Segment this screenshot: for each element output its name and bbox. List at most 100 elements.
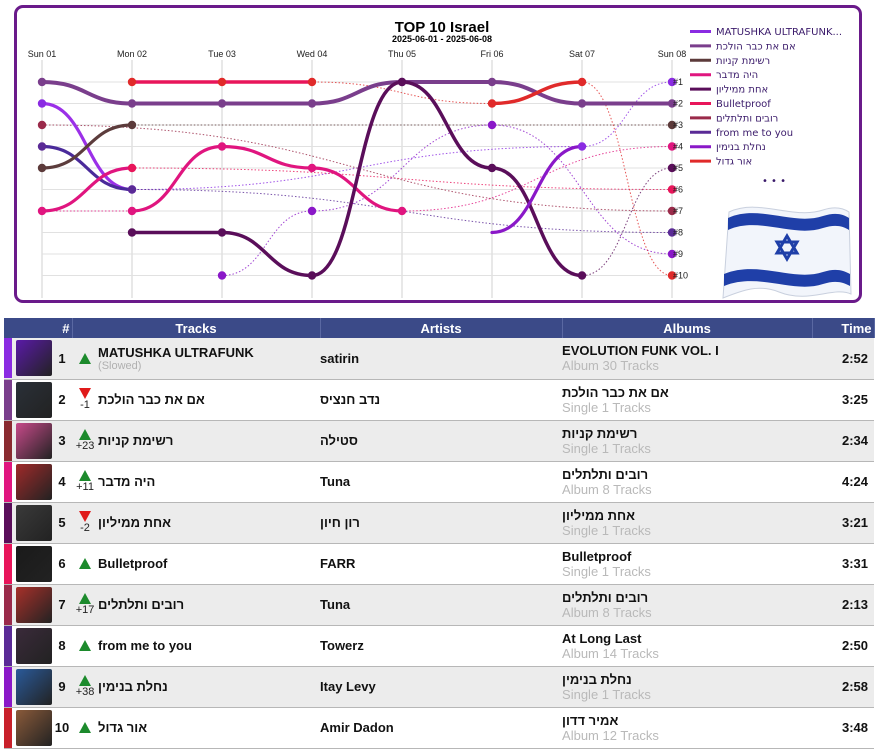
album-cover-image[interactable] (16, 668, 52, 705)
track-title[interactable]: אור גדול (98, 720, 148, 735)
highlighted-series-line (490, 80, 584, 106)
header-time[interactable]: Time (812, 318, 875, 338)
artist-name[interactable]: נדב חנציס (320, 392, 381, 407)
header-tracks[interactable]: Tracks (72, 318, 321, 338)
track-title[interactable]: MATUSHKA ULTRAFUNK (98, 344, 254, 360)
album-cell: EVOLUTION FUNK VOL. I Album 30 Tracks (562, 338, 813, 380)
chart-point (127, 228, 137, 237)
color-strip (4, 584, 12, 624)
album-cover-image[interactable] (16, 586, 52, 623)
album-title[interactable]: רובים ותלתלים (562, 466, 649, 482)
rank-change-value: +38 (75, 686, 95, 698)
album-title[interactable]: אמיר דדון (562, 712, 619, 728)
rank-change: +11 (72, 470, 98, 493)
legend-entry: אם את כבר הולכת (716, 41, 796, 52)
chart-point (217, 228, 227, 237)
artist-name[interactable]: Towerz (320, 638, 364, 653)
artist-cell: Amir Dadon (320, 707, 563, 749)
table-row[interactable]: 10 אור גדול Amir Dadon אמיר דדון Album 12 Tr… (4, 707, 875, 749)
header-albums[interactable]: Albums (562, 318, 813, 338)
highlighted-series-line (40, 166, 134, 213)
album-cover-image[interactable] (16, 545, 52, 582)
album-title[interactable]: אחת ממיליון (562, 507, 635, 523)
track-duration: 3:31 (812, 543, 875, 585)
chart-point (667, 228, 677, 237)
album-cover-image[interactable] (16, 422, 52, 459)
artist-name[interactable]: סטילה (320, 433, 358, 448)
track-title[interactable]: היה מדבר (98, 474, 156, 489)
rank-label: #5 (673, 163, 683, 173)
header-rank[interactable]: # (4, 318, 73, 338)
chart-point (37, 120, 47, 130)
table-row[interactable]: 3 +23 רשימת קניות סטילה רשימת קניות Single 1 … (4, 420, 875, 462)
track-title[interactable]: from me to you (98, 638, 192, 653)
track-title[interactable]: רשימת קניות (98, 433, 174, 448)
artist-name[interactable]: Tuna (320, 597, 351, 612)
rank-label: #7 (673, 206, 683, 216)
rank-label: #4 (673, 142, 683, 152)
legend-entry: Bulletproof (716, 99, 771, 110)
x-tick-label: Fri 06 (480, 49, 503, 59)
arrow-up-icon (79, 593, 92, 604)
artist-name[interactable]: satirin (320, 350, 360, 366)
table-row[interactable]: 6 Bulletproof FARR Bulletproof Single 1 Trac… (4, 543, 875, 585)
artist-name[interactable]: רון חיון (320, 515, 360, 530)
highlighted-series-line (40, 123, 134, 170)
chart-point (667, 271, 677, 280)
album-cell: נחלת בנימין Single 1 Tracks (562, 666, 813, 708)
track-title[interactable]: נחלת בנימין (98, 679, 168, 694)
chart-point (577, 99, 587, 108)
series-trajectory-line (132, 81, 673, 276)
color-strip (4, 461, 12, 501)
album-cover-image[interactable] (16, 381, 52, 418)
table-row[interactable]: 5 -2 אחת ממיליון רון חיון אחת ממיליון Single … (4, 502, 875, 544)
rank-change: +23 (72, 429, 98, 452)
album-cover-image[interactable] (16, 504, 52, 541)
artist-name[interactable]: Itay Levy (320, 679, 376, 694)
row-color-strip (4, 543, 12, 585)
album-cover-image[interactable] (16, 627, 52, 664)
album-title[interactable]: Bulletproof (562, 548, 632, 564)
track-title[interactable]: אם את כבר הולכת (98, 392, 205, 407)
track-title[interactable]: Bulletproof (98, 556, 168, 571)
chart-panel: TOP 10 Israel 2025-06-01 - 2025-06-08 Sun … (14, 5, 862, 303)
track-title[interactable]: רובים ותלתלים (98, 597, 185, 612)
rank-change-value: +17 (75, 604, 95, 616)
track-title[interactable]: אחת ממיליון (98, 515, 171, 530)
album-title[interactable]: רובים ותלתלים (562, 589, 649, 605)
table-row[interactable]: 1 MATUSHKA ULTRAFUNK (Slowed) satirin EVOLUT… (4, 338, 875, 380)
artist-name[interactable]: FARR (320, 556, 356, 571)
table-row[interactable]: 7 +17 רובים ותלתלים Tuna רובים ותלתלים Album … (4, 584, 875, 626)
track-duration: 4:24 (812, 461, 875, 503)
album-title[interactable]: רשימת קניות (562, 425, 638, 441)
table-row[interactable]: 4 +11 היה מדבר Tuna רובים ותלתלים Album 8 Tra… (4, 461, 875, 503)
album-cell: At Long Last Album 14 Tracks (562, 625, 813, 667)
artist-name[interactable]: Tuna (320, 474, 351, 489)
track-cell: +23 רשימת קניות (72, 420, 321, 462)
header-artists[interactable]: Artists (320, 318, 563, 338)
series-trajectory-line (41, 81, 673, 191)
x-tick-label: Sun 08 (658, 49, 687, 59)
album-title[interactable]: EVOLUTION FUNK VOL. I (562, 343, 719, 359)
album-title[interactable]: אם את כבר הולכת (562, 384, 669, 400)
album-title[interactable]: At Long Last (562, 630, 642, 646)
table-row[interactable]: 9 +38 נחלת בנימין Itay Levy נחלת בנימין Singl… (4, 666, 875, 708)
rank-number: 3 (52, 420, 73, 462)
color-strip (4, 338, 12, 378)
chart-point (37, 77, 47, 87)
album-cover-image[interactable] (16, 463, 52, 500)
legend-more-indicator: • • • (762, 176, 786, 187)
cover-cell (12, 584, 52, 626)
album-info: Single 1 Tracks (562, 440, 651, 456)
artist-name[interactable]: Amir Dadon (320, 720, 394, 735)
album-cover-image[interactable] (16, 709, 52, 746)
color-strip (4, 420, 12, 460)
table-row[interactable]: 8 from me to you Towerz At Long Last Album 1… (4, 625, 875, 667)
color-strip (4, 625, 12, 665)
highlighted-series-line (40, 144, 134, 192)
israel-flag-icon (722, 206, 852, 299)
table-row[interactable]: 2 -1 אם את כבר הולכת נדב חנציס אם את כבר הול… (4, 379, 875, 421)
album-cover-image[interactable] (16, 340, 52, 377)
album-title[interactable]: נחלת בנימין (562, 671, 632, 687)
rank-change: -1 (72, 388, 98, 411)
